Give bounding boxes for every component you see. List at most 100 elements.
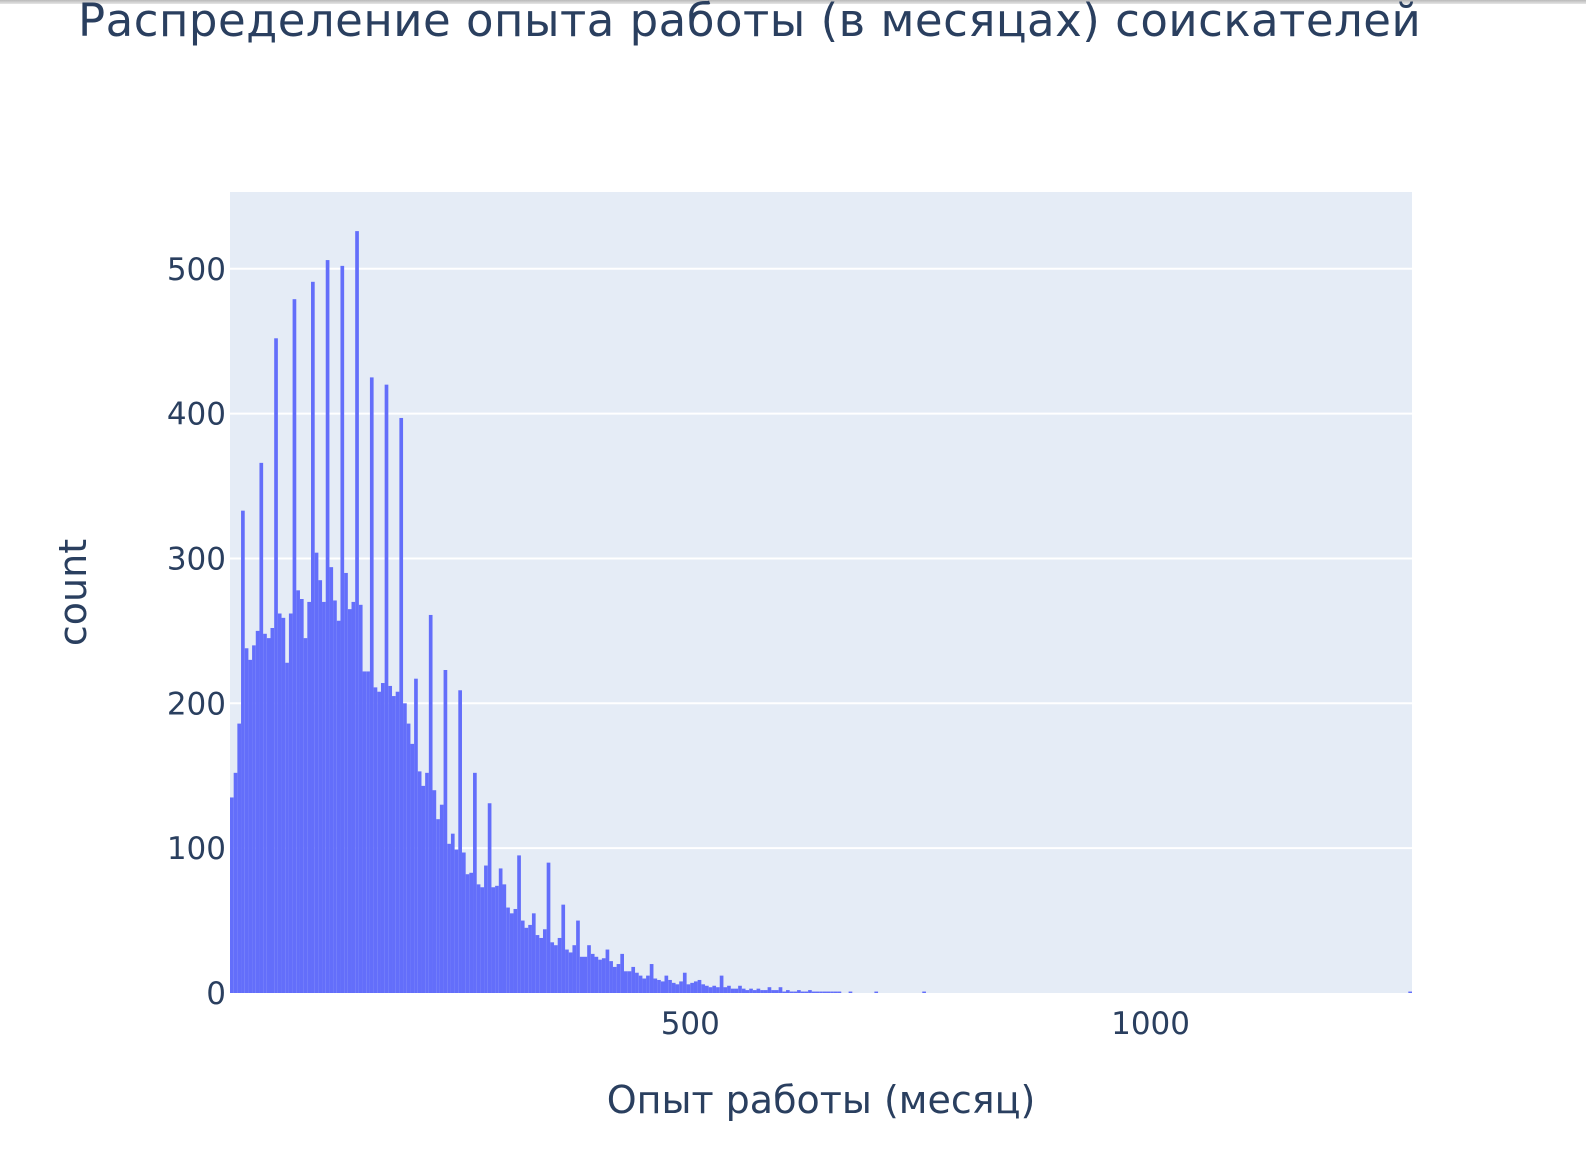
histogram-bar (498, 868, 503, 993)
histogram-bar (811, 991, 816, 993)
histogram-bar (546, 862, 551, 993)
histogram-bar (682, 972, 687, 993)
bars (230, 231, 1412, 994)
histogram-bar (741, 988, 746, 993)
histogram-bar (767, 987, 772, 993)
histogram-bar (612, 966, 617, 993)
histogram-bar (255, 630, 260, 993)
histogram-bar (414, 678, 418, 993)
x-tick-label: 1000 (1111, 1006, 1190, 1042)
x-axis-ticks: 500 1000 (661, 1006, 1190, 1042)
histogram-bar (646, 975, 650, 993)
histogram-bar (524, 927, 529, 993)
histogram-bar (469, 872, 474, 993)
histogram-bar (432, 790, 437, 993)
histogram-bar (576, 920, 580, 993)
histogram-bar (734, 988, 739, 993)
histogram-bar (336, 620, 341, 993)
y-tick-label: 500 (167, 252, 226, 288)
histogram-bar (436, 819, 440, 993)
histogram-bar (833, 991, 838, 993)
histogram-bar (763, 990, 768, 993)
histogram-bar (616, 964, 621, 993)
histogram-bar (756, 988, 761, 993)
histogram-bar (800, 991, 805, 993)
histogram-bar (752, 990, 757, 993)
histogram-bar (318, 580, 323, 993)
x-tick-label: 500 (661, 1006, 720, 1042)
histogram-bar (465, 874, 470, 993)
histogram-bar (296, 590, 300, 993)
histogram-bar (716, 987, 720, 993)
histogram-bar (373, 687, 378, 993)
histogram-bar (259, 462, 264, 994)
histogram-bar (922, 991, 926, 993)
histogram-bar (539, 937, 543, 993)
histogram-bar (388, 685, 393, 993)
histogram-bar (288, 613, 293, 993)
histogram-bar (774, 990, 779, 993)
histogram-bar (789, 991, 794, 993)
histogram-bar (421, 785, 426, 993)
histogram-bar (797, 990, 801, 993)
histogram-bar (473, 772, 477, 993)
histogram-bar (369, 377, 374, 993)
histogram-bar (517, 855, 521, 993)
histogram-bar (241, 510, 245, 993)
histogram-bar (476, 884, 481, 993)
histogram-bar (358, 604, 363, 993)
histogram-bar (697, 979, 702, 993)
histogram-bar (723, 987, 728, 993)
histogram-bar (491, 887, 496, 993)
histogram-bar (605, 949, 610, 993)
histogram-bar (399, 417, 404, 993)
histogram-bar (502, 884, 507, 993)
histogram-bar (237, 723, 242, 993)
histogram-bar (281, 617, 286, 993)
histogram-bar (830, 991, 834, 993)
histogram-bar (598, 959, 602, 993)
histogram-bar (509, 913, 514, 993)
histogram-bar (506, 907, 510, 993)
histogram-bar (668, 979, 672, 993)
histogram-bar (263, 633, 267, 993)
histogram-bar (815, 991, 820, 993)
histogram-bar (550, 942, 555, 993)
histogram-bar (248, 659, 253, 993)
histogram-bar (657, 979, 661, 993)
histogram-bar (660, 981, 665, 993)
histogram-bar (285, 662, 289, 993)
histogram-bar (384, 384, 389, 993)
histogram-bar (635, 972, 639, 993)
histogram-bar (417, 771, 422, 993)
histogram-bar (579, 956, 584, 993)
histogram-bar (568, 952, 573, 993)
histogram-bar (565, 949, 569, 993)
histogram-bar (609, 961, 613, 993)
histogram-bar (760, 990, 764, 993)
histogram-bar (727, 985, 731, 993)
histogram-bar (487, 803, 492, 993)
histogram-bar (561, 904, 566, 993)
histogram-bar (848, 991, 853, 993)
y-axis-ticks: 0 100 200 300 400 500 (167, 252, 226, 1012)
histogram-bar (642, 978, 647, 993)
histogram-bar (620, 953, 624, 993)
histogram-bar (314, 552, 319, 993)
histogram-bar (270, 627, 275, 993)
histogram-bar (583, 956, 588, 993)
histogram-bar (252, 645, 256, 993)
histogram-bar (311, 281, 315, 993)
histogram-bar (406, 723, 411, 993)
histogram-bar (822, 991, 827, 993)
histogram-bar (484, 865, 488, 993)
histogram-bar (624, 971, 628, 993)
histogram-bar (808, 990, 812, 993)
y-tick-label: 200 (167, 686, 226, 722)
histogram-bar (690, 982, 694, 993)
histogram-bar (447, 843, 451, 993)
histogram-bar (454, 849, 459, 993)
histogram-bar (826, 991, 831, 993)
histogram-bar (693, 981, 698, 993)
histogram-bar (749, 988, 753, 993)
